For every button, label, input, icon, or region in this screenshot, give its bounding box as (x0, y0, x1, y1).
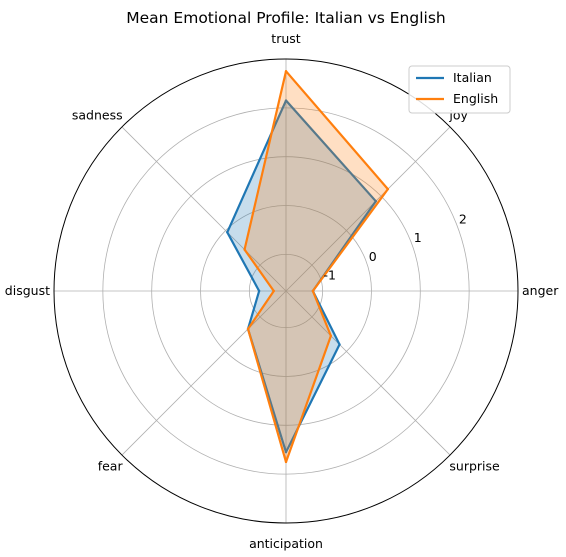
radial-tick-label-0: -1 (324, 268, 336, 283)
category-label-fear: fear (98, 458, 124, 473)
spoke-fear (121, 290, 287, 456)
category-label-disgust: disgust (5, 283, 50, 298)
data-point-italian-sadness (226, 231, 229, 234)
spoke-surprise (285, 290, 451, 456)
grid-circle-2 (151, 156, 421, 426)
data-point-english-anticipation (284, 460, 288, 464)
category-label-anticipation: anticipation (249, 536, 323, 551)
data-point-english-joy (386, 187, 390, 191)
data-point-english-trust (284, 70, 288, 73)
radial-tick-label-1: 0 (369, 249, 377, 264)
data-point-english-surprise (329, 334, 333, 338)
legend-label-english: English (453, 91, 498, 106)
series-fill-italian (227, 100, 376, 453)
series-fill-english (244, 71, 388, 462)
data-point-english-anger (311, 289, 315, 293)
data-point-italian-disgust (257, 289, 261, 293)
legend-label-italian: Italian (453, 70, 492, 85)
data-point-italian-surprise (338, 343, 341, 346)
category-label-anger: anger (522, 283, 559, 298)
data-point-italian-anticipation (284, 450, 288, 454)
legend: Italian English (408, 65, 511, 114)
radial-tick-label-2: 1 (414, 230, 422, 245)
grid-circle-1 (200, 205, 372, 377)
category-label-trust: trust (271, 31, 300, 46)
data-point-italian-joy (374, 200, 377, 203)
grid-circle-3 (102, 107, 470, 475)
grid-layer (53, 58, 519, 524)
radial-tick-label-3: 2 (459, 211, 467, 226)
data-point-italian-trust (284, 99, 288, 102)
spoke-joy (285, 126, 451, 292)
chart-title: Mean Emotional Profile: Italian vs Engli… (126, 9, 445, 27)
data-point-english-disgust (272, 289, 275, 293)
grid-circle-0 (248, 253, 324, 329)
spoke-sadness (121, 126, 287, 292)
category-label-surprise: surprise (449, 458, 500, 473)
polar-frame (53, 58, 519, 524)
category-label-sadness: sadness (72, 108, 123, 123)
data-point-english-sadness (243, 248, 246, 251)
series-layer (226, 70, 390, 464)
data-point-english-fear (246, 327, 250, 331)
